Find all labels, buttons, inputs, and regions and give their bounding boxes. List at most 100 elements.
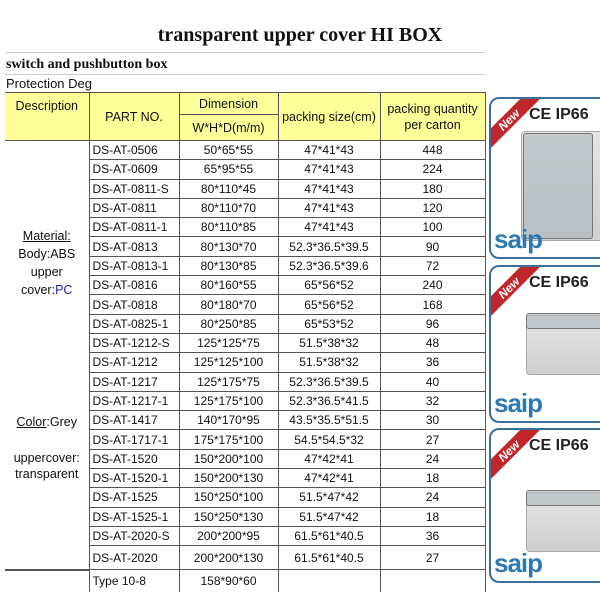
packing-size: 47*41*43: [277, 217, 381, 238]
dimension: 80*180*70: [178, 294, 279, 315]
divider: [5, 52, 485, 53]
packing-size: 47*41*43: [277, 139, 381, 161]
material-label: Material:: [22, 229, 71, 243]
table-row: DS-AT-1217-1 125*175*100 52.3*36.5*41.5 …: [5, 390, 486, 412]
part-no: DS-AT-0811-1: [88, 217, 180, 238]
dimension: 80*110*85: [178, 217, 279, 238]
table-row: DS-AT-2020-S 200*200*95 61.5*61*40.5 36: [5, 525, 486, 547]
part-no: DS-AT-1212: [88, 352, 180, 373]
part-no: DS-AT-2020-S: [88, 525, 180, 547]
brand-logo: saip: [494, 388, 543, 418]
packing-size: 52.3*36.5*41.5: [277, 390, 381, 412]
dimension: 150*250*100: [178, 487, 279, 508]
packing-qty: 40: [379, 371, 486, 392]
header-part-no: PART NO.: [88, 92, 180, 141]
part-no: DS-AT-0825-1: [88, 313, 180, 334]
material-upper: upper: [30, 265, 63, 279]
subtitle: switch and pushbutton box: [6, 57, 168, 72]
part-no: DS-AT-1717-1: [88, 429, 180, 450]
part-no: DS-AT-0818: [88, 294, 180, 315]
packing-size: 43.5*35.5*51.5: [277, 410, 381, 431]
dimension: 80*110*70: [178, 197, 279, 219]
product-table: Description PART NO. Dimension packing s…: [5, 92, 486, 592]
product-image-panel: New CE IP66 saip: [489, 265, 600, 423]
brand-logo: saip: [494, 224, 543, 254]
part-no: DS-AT-1212-S: [88, 332, 180, 354]
packing-size: 65*53*52: [277, 313, 381, 334]
dimension: 50*65*55: [178, 139, 279, 161]
dimension: 80*250*85: [178, 313, 279, 334]
certification-label: CE IP66: [529, 437, 589, 454]
uppercover-label: uppercover:: [13, 451, 80, 465]
table-row: DS-AT-1525 150*250*100 51.5*47*42 24: [5, 487, 486, 508]
dimension: 200*200*130: [178, 545, 279, 571]
table-row-last: Type 10-8 158*90*60: [5, 568, 486, 592]
dimension: 200*200*95: [178, 525, 279, 547]
part-no: DS-AT-1525-1: [88, 506, 180, 527]
packing-qty: 48: [379, 332, 486, 354]
brand-logo: saip: [494, 548, 543, 578]
table-row: DS-AT-0811-1 80*110*85 47*41*43 100: [5, 217, 486, 238]
color-value: :Grey: [46, 415, 77, 429]
table-row: DS-AT-1217 125*175*75 52.3*36.5*39.5 40: [5, 371, 486, 392]
protection-label: Protection Deg: [6, 76, 92, 91]
table-row: DS-AT-0825-1 80*250*85 65*53*52 96: [5, 313, 486, 334]
packing-qty: 24: [379, 487, 486, 508]
table-row: Material: Body:ABS upper cover:PC Color:…: [5, 139, 486, 570]
packing-size: 51.5*47*42: [277, 487, 381, 508]
dimension: 140*170*95: [178, 410, 279, 431]
dimension: 80*110*45: [178, 178, 279, 199]
packing-qty: 32: [379, 390, 486, 412]
material-body: Body:ABS: [18, 247, 76, 261]
packing-size: 47*42*41: [277, 468, 381, 489]
packing-qty: 36: [379, 352, 486, 373]
packing-size: 47*42*41: [277, 448, 381, 470]
dimension: 150*200*130: [178, 468, 279, 489]
table-row: DS-AT-0813-1 80*130*85 52.3*36.5*39.6 72: [5, 255, 486, 277]
certification-label: CE IP66: [529, 106, 589, 123]
part-no: DS-AT-2020: [88, 545, 180, 571]
packing-size: 47*41*43: [277, 197, 381, 219]
dimension: 125*125*75: [178, 332, 279, 354]
part-no: Type 10-8: [88, 569, 180, 592]
color-label: Color: [16, 415, 47, 429]
part-no: DS-AT-1520: [88, 448, 180, 470]
dimension: 158*90*60: [178, 569, 279, 592]
packing-size: 47*41*43: [277, 159, 381, 180]
packing-qty: 18: [379, 468, 486, 489]
part-no: DS-AT-1520-1: [88, 468, 180, 489]
packing-qty: 36: [379, 525, 486, 547]
dimension: 150*250*130: [178, 506, 279, 527]
packing-size: 52.3*36.5*39.5: [277, 371, 381, 392]
part-no: DS-AT-0811-S: [88, 178, 180, 199]
dimension: 125*175*75: [178, 371, 279, 392]
divider: [5, 74, 485, 75]
table-row: DS-AT-0813 80*130*70 52.3*36.5*39.5 90: [5, 236, 486, 257]
packing-size: 54.5*54.5*32: [277, 429, 381, 450]
packing-size: 52.3*36.5*39.5: [277, 236, 381, 257]
header-description: Description: [5, 92, 90, 141]
packing-qty: 27: [379, 545, 486, 571]
product-image-panel: New CE IP66 saip: [489, 428, 600, 583]
dimension: 150*200*100: [178, 448, 279, 470]
dimension: 80*160*55: [178, 275, 279, 296]
certification-label: CE IP66: [529, 274, 589, 291]
dimension: 80*130*85: [178, 255, 279, 277]
part-no: DS-AT-0813-1: [88, 255, 180, 277]
header-dimension: Dimension: [178, 92, 279, 115]
packing-qty: 30: [379, 410, 486, 431]
part-no: DS-AT-1217: [88, 371, 180, 392]
header-packing-qty: packing quantity per carton: [379, 92, 486, 141]
dimension: 80*130*70: [178, 236, 279, 257]
part-no: DS-AT-1217-1: [88, 390, 180, 412]
header-dimension-unit: W*H*D(m/m): [178, 114, 279, 141]
packing-size: 61.5*61*40.5: [277, 525, 381, 547]
packing-qty: 27: [379, 429, 486, 450]
packing-size: 52.3*36.5*39.6: [277, 255, 381, 277]
table-row: DS-AT-1717-1 175*175*100 54.5*54.5*32 27: [5, 429, 486, 450]
header-packing-size: packing size(cm): [277, 92, 381, 141]
packing-size: 51.5*38*32: [277, 352, 381, 373]
cover-value: PC: [55, 283, 73, 297]
description-cell: Material: Body:ABS upper cover:PC Color:…: [5, 139, 90, 570]
packing-qty: 448: [379, 139, 486, 161]
